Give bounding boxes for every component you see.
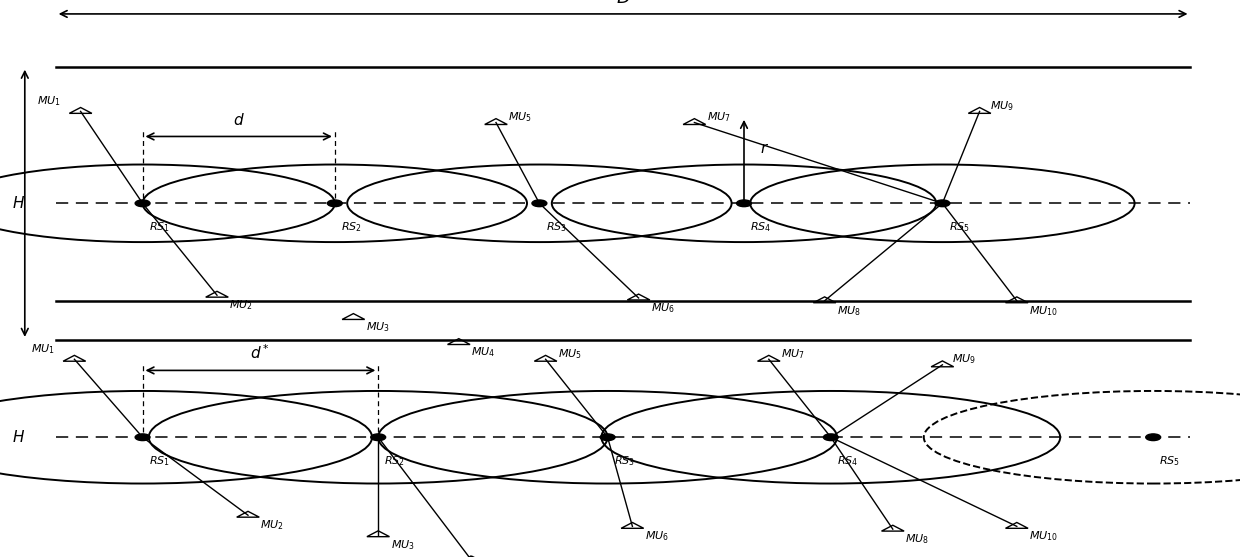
Text: $d$: $d$	[233, 112, 244, 128]
Text: $MU_8$: $MU_8$	[837, 304, 861, 317]
Text: $H$: $H$	[12, 196, 25, 211]
Text: $MU_{10}$: $MU_{10}$	[1029, 530, 1058, 543]
Circle shape	[600, 434, 615, 441]
Text: $RS_1$: $RS_1$	[149, 454, 170, 468]
Text: $MU_5$: $MU_5$	[508, 110, 532, 124]
Text: $RS_2$: $RS_2$	[384, 454, 405, 468]
Circle shape	[135, 434, 150, 441]
Text: $MU_8$: $MU_8$	[905, 532, 929, 546]
Text: $MU_3$: $MU_3$	[391, 538, 414, 551]
Circle shape	[935, 200, 950, 207]
Circle shape	[823, 434, 838, 441]
Text: $MU_{10}$: $MU_{10}$	[1029, 304, 1058, 317]
Text: $RS_4$: $RS_4$	[837, 454, 858, 468]
Text: $RS_5$: $RS_5$	[949, 220, 970, 234]
Text: $MU_1$: $MU_1$	[37, 95, 61, 108]
Circle shape	[135, 200, 150, 207]
Text: $MU_7$: $MU_7$	[707, 110, 730, 124]
Text: $RS_3$: $RS_3$	[614, 454, 635, 468]
Text: $RS_5$: $RS_5$	[1159, 454, 1180, 468]
Text: $MU_7$: $MU_7$	[781, 347, 805, 360]
Text: $RS_1$: $RS_1$	[149, 220, 170, 234]
Text: $MU_3$: $MU_3$	[366, 321, 389, 334]
Text: $MU_6$: $MU_6$	[645, 530, 668, 543]
Text: $MU_9$: $MU_9$	[990, 99, 1013, 113]
Text: $H$: $H$	[12, 429, 25, 445]
Circle shape	[1146, 434, 1161, 441]
Text: $d^*$: $d^*$	[250, 343, 270, 362]
Text: $D$: $D$	[615, 0, 631, 7]
Circle shape	[371, 434, 386, 441]
Text: $r$: $r$	[760, 142, 769, 156]
Circle shape	[327, 200, 342, 207]
Text: $MU_1$: $MU_1$	[31, 343, 55, 356]
Text: $MU_2$: $MU_2$	[229, 299, 253, 312]
Text: $RS_2$: $RS_2$	[341, 220, 362, 234]
Text: $MU_2$: $MU_2$	[260, 519, 284, 532]
Text: $MU_9$: $MU_9$	[952, 353, 976, 366]
Text: $RS_3$: $RS_3$	[546, 220, 567, 234]
Text: $MU_6$: $MU_6$	[651, 301, 675, 315]
Circle shape	[532, 200, 547, 207]
Text: $MU_5$: $MU_5$	[558, 347, 582, 360]
Circle shape	[737, 200, 751, 207]
Text: $RS_4$: $RS_4$	[750, 220, 771, 234]
Text: $MU_4$: $MU_4$	[471, 346, 496, 359]
